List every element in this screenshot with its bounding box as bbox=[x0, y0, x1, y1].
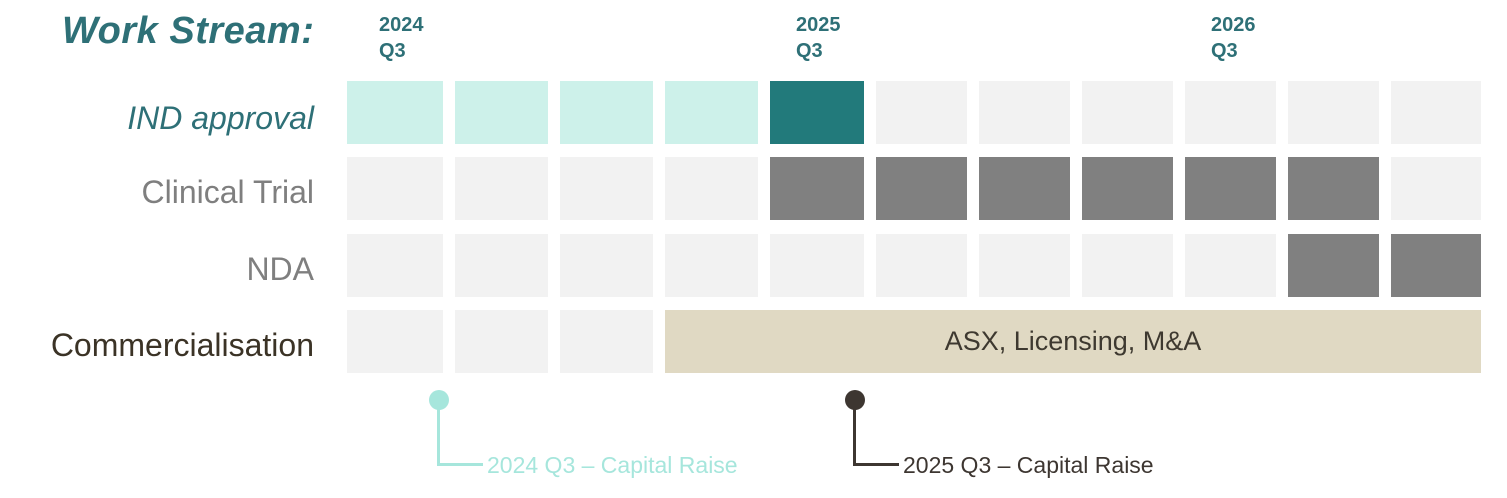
timeline-cell bbox=[560, 310, 653, 373]
work-stream-title: Work Stream: bbox=[62, 10, 315, 52]
timeline-cell bbox=[770, 81, 864, 144]
quarter-label-2025: 2025 Q3 bbox=[796, 12, 841, 64]
timeline-cell bbox=[1082, 157, 1173, 220]
quarter-name: Q3 bbox=[379, 40, 406, 62]
row-label-clinical-trial: Clinical Trial bbox=[141, 174, 314, 210]
timeline-cell bbox=[1185, 234, 1276, 297]
quarter-name: Q3 bbox=[1211, 40, 1238, 62]
timeline-cell bbox=[1288, 234, 1379, 297]
timeline-cell bbox=[455, 81, 548, 144]
quarter-year: 2026 bbox=[1211, 14, 1256, 36]
timeline-cell bbox=[876, 234, 967, 297]
timeline-cell bbox=[876, 81, 967, 144]
timeline-cell bbox=[347, 81, 443, 144]
timeline-cell bbox=[560, 81, 653, 144]
timeline-cell bbox=[560, 157, 653, 220]
timeline-cell bbox=[560, 234, 653, 297]
timeline-cell bbox=[1185, 157, 1276, 220]
row-label-ind-approval: IND approval bbox=[127, 100, 314, 136]
timeline-cell bbox=[1082, 81, 1173, 144]
commercialisation-band: ASX, Licensing, M&A bbox=[665, 310, 1481, 373]
timeline-cell bbox=[455, 310, 548, 373]
milestone-label-2024: 2024 Q3 – Capital Raise bbox=[487, 452, 738, 478]
timeline-cell bbox=[1391, 234, 1481, 297]
timeline-cell bbox=[1082, 234, 1173, 297]
timeline-cell bbox=[770, 157, 864, 220]
quarter-label-2026: 2026 Q3 bbox=[1211, 12, 1256, 64]
timeline-cell bbox=[347, 310, 443, 373]
timeline-cell bbox=[979, 157, 1070, 220]
timeline-cell bbox=[1288, 157, 1379, 220]
milestone-connector bbox=[437, 463, 483, 466]
row-label-commercialisation: Commercialisation bbox=[50, 327, 314, 363]
quarter-year: 2024 bbox=[379, 14, 424, 36]
quarter-year: 2025 bbox=[796, 14, 841, 36]
timeline-cell bbox=[455, 234, 548, 297]
timeline-cell bbox=[770, 234, 864, 297]
commercialisation-band-label: ASX, Licensing, M&A bbox=[944, 326, 1202, 356]
timeline-cell bbox=[1391, 81, 1481, 144]
quarter-label-2024: 2024 Q3 bbox=[379, 12, 424, 64]
timeline-cell bbox=[665, 81, 758, 144]
timeline-cell bbox=[979, 81, 1070, 144]
timeline-cell bbox=[347, 157, 443, 220]
milestone-dot-2024 bbox=[429, 390, 449, 410]
quarter-name: Q3 bbox=[796, 40, 823, 62]
milestone-connector bbox=[853, 405, 856, 465]
timeline-cell bbox=[979, 234, 1070, 297]
timeline-cell bbox=[1391, 157, 1481, 220]
milestone-connector bbox=[853, 463, 899, 466]
row-label-nda: NDA bbox=[246, 251, 314, 287]
timeline-cell bbox=[1288, 81, 1379, 144]
milestone-label-2025: 2025 Q3 – Capital Raise bbox=[903, 452, 1154, 478]
timeline-cell bbox=[347, 234, 443, 297]
milestone-dot-2025 bbox=[845, 390, 865, 410]
timeline-cell bbox=[665, 157, 758, 220]
timeline-cell bbox=[876, 157, 967, 220]
timeline-cell bbox=[455, 157, 548, 220]
milestone-connector bbox=[437, 405, 440, 465]
timeline-cell bbox=[665, 234, 758, 297]
timeline-cell bbox=[1185, 81, 1276, 144]
